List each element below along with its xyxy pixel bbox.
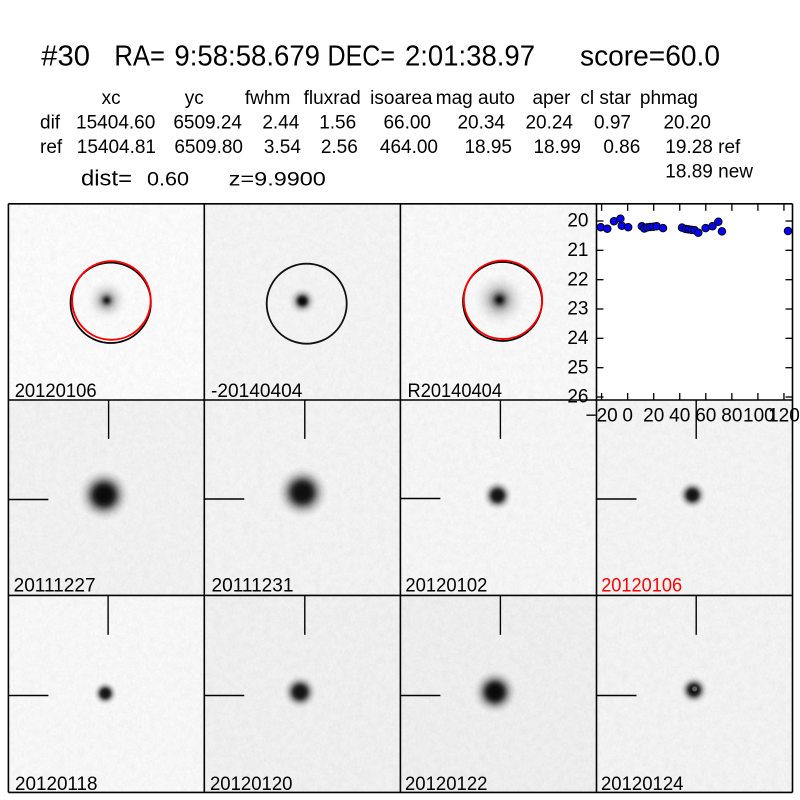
svg-text:6509.24: 6509.24 [173, 112, 242, 133]
svg-text:20: 20 [643, 406, 664, 427]
svg-text:20120106: 20120106 [601, 575, 682, 596]
svg-text:15404.81: 15404.81 [77, 137, 156, 158]
svg-text:fluxrad: fluxrad [304, 88, 361, 109]
svg-text:6509.80: 6509.80 [174, 137, 243, 158]
svg-text:z=9.9900: z=9.9900 [229, 170, 326, 191]
svg-text:2:01:38.97: 2:01:38.97 [405, 41, 535, 73]
svg-text:23: 23 [567, 299, 588, 320]
svg-text:3.54: 3.54 [264, 137, 301, 158]
svg-text:2.44: 2.44 [262, 112, 299, 133]
svg-text:20: 20 [567, 211, 588, 232]
svg-text:20.20: 20.20 [663, 112, 711, 133]
svg-text:18.95: 18.95 [464, 137, 512, 158]
svg-text:#30: #30 [41, 41, 90, 73]
svg-text:RA=: RA= [114, 41, 165, 73]
svg-text:20111227: 20111227 [14, 575, 96, 596]
svg-text:yc: yc [185, 88, 204, 109]
svg-text:2.56: 2.56 [321, 137, 358, 158]
svg-text:ref: ref [40, 137, 63, 158]
svg-text:20120102: 20120102 [405, 575, 487, 596]
svg-text:25: 25 [567, 357, 588, 378]
svg-text:isoarea: isoarea [370, 88, 433, 109]
svg-text:1.56: 1.56 [319, 112, 356, 133]
svg-text:18.89 new: 18.89 new [665, 161, 753, 182]
svg-text:0.60: 0.60 [147, 170, 189, 191]
svg-text:aper: aper [532, 88, 571, 109]
svg-text:fwhm: fwhm [245, 88, 290, 109]
svg-text:100: 100 [743, 406, 775, 427]
svg-text:mag auto: mag auto [436, 88, 515, 109]
svg-text:score=60.0: score=60.0 [580, 41, 720, 73]
svg-text:66.00: 66.00 [383, 112, 431, 133]
svg-text:0.86: 0.86 [603, 137, 640, 158]
svg-text:cl star: cl star [580, 88, 631, 109]
svg-text:40: 40 [669, 406, 690, 427]
svg-text:20.24: 20.24 [525, 112, 573, 133]
svg-text:DEC=: DEC= [328, 41, 396, 73]
svg-text:21: 21 [567, 240, 588, 261]
svg-text:18.99: 18.99 [533, 137, 581, 158]
svg-text:20120120: 20120120 [210, 774, 293, 795]
svg-text:−20: −20 [585, 406, 617, 427]
svg-text:20120118: 20120118 [15, 774, 98, 795]
svg-text:19.28 ref: 19.28 ref [665, 137, 741, 158]
svg-text:20120124: 20120124 [601, 774, 684, 795]
svg-text:15404.60: 15404.60 [76, 112, 155, 133]
svg-text:22: 22 [567, 269, 588, 290]
svg-text:0: 0 [622, 406, 633, 427]
svg-text:20120122: 20120122 [405, 774, 488, 795]
svg-text:464.00: 464.00 [380, 137, 438, 158]
svg-text:R20140404: R20140404 [408, 381, 503, 402]
svg-text:0.97: 0.97 [594, 112, 631, 133]
svg-text:dist=: dist= [81, 166, 132, 191]
svg-text:xc: xc [102, 88, 121, 109]
svg-text:26: 26 [567, 387, 588, 408]
svg-text:80: 80 [721, 406, 742, 427]
svg-text:120: 120 [768, 406, 800, 427]
svg-text:-20140404: -20140404 [211, 381, 303, 402]
svg-text:20.34: 20.34 [457, 112, 505, 133]
svg-text:20111231: 20111231 [212, 575, 294, 596]
svg-text:24: 24 [567, 328, 589, 349]
svg-text:phmag: phmag [640, 88, 698, 109]
svg-text:60: 60 [695, 406, 716, 427]
svg-text:dif: dif [40, 112, 61, 133]
svg-text:9:58:58.679: 9:58:58.679 [174, 41, 320, 73]
svg-text:20120106: 20120106 [15, 381, 97, 402]
